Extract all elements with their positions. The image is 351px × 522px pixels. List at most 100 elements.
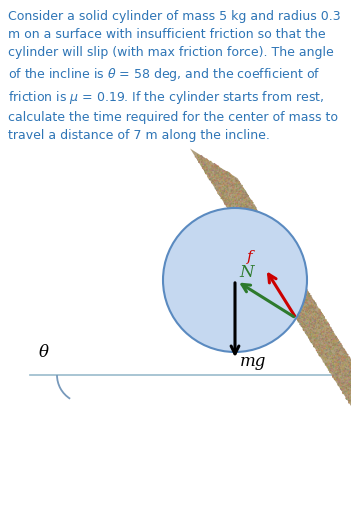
Point (319, 328, 324, 337)
Point (286, 298, 292, 306)
Point (341, 378, 347, 387)
Point (212, 163, 218, 171)
Point (307, 322, 312, 330)
Point (329, 328, 334, 337)
Point (336, 351, 342, 360)
Point (227, 186, 233, 194)
Point (241, 209, 247, 218)
Point (252, 241, 258, 250)
Point (225, 183, 230, 192)
Point (314, 341, 319, 350)
Point (205, 157, 211, 165)
Point (265, 266, 271, 275)
Point (202, 158, 208, 167)
Point (266, 226, 272, 234)
Point (238, 191, 244, 199)
Point (228, 172, 233, 180)
Point (200, 159, 206, 168)
Point (291, 269, 296, 278)
Point (337, 376, 343, 385)
Point (344, 382, 350, 390)
Point (245, 203, 251, 211)
Point (296, 280, 302, 288)
Point (236, 200, 241, 208)
Point (197, 155, 203, 163)
Point (241, 188, 247, 197)
Point (332, 334, 338, 342)
Point (333, 363, 339, 371)
Point (257, 241, 263, 250)
Point (300, 323, 306, 331)
Point (252, 227, 257, 235)
Point (260, 243, 266, 251)
Point (258, 213, 264, 221)
Point (241, 212, 247, 221)
Point (239, 198, 244, 206)
Point (261, 258, 267, 266)
Point (315, 316, 320, 325)
Point (224, 170, 229, 178)
Point (272, 254, 278, 262)
Point (284, 278, 289, 287)
Point (326, 328, 332, 337)
Point (322, 318, 328, 327)
Point (307, 336, 313, 344)
Point (280, 264, 285, 272)
Point (324, 346, 329, 354)
Point (275, 240, 281, 248)
Point (236, 188, 241, 196)
Point (333, 366, 339, 374)
Point (233, 190, 238, 198)
Point (224, 176, 229, 184)
Point (266, 239, 272, 247)
Point (295, 279, 300, 288)
Point (337, 370, 343, 378)
Point (340, 350, 346, 359)
Point (292, 287, 298, 295)
Point (314, 325, 320, 333)
Point (263, 256, 268, 264)
Point (248, 240, 253, 248)
Point (264, 241, 269, 249)
Point (251, 215, 257, 223)
Point (316, 325, 321, 333)
Point (253, 246, 259, 255)
Point (322, 342, 328, 351)
Point (321, 343, 327, 352)
Point (313, 343, 319, 351)
Point (229, 208, 234, 217)
Point (271, 263, 277, 271)
Point (310, 309, 316, 317)
Point (258, 242, 263, 250)
Point (329, 333, 335, 341)
Point (253, 245, 259, 254)
Point (323, 319, 329, 328)
Point (255, 208, 261, 217)
Point (282, 275, 288, 283)
Point (296, 278, 302, 286)
Point (343, 382, 348, 390)
Point (294, 309, 300, 317)
Point (313, 312, 319, 320)
Point (316, 322, 322, 330)
Point (258, 239, 264, 247)
Point (229, 199, 234, 208)
Point (319, 321, 324, 329)
Point (286, 297, 292, 305)
Point (332, 341, 338, 350)
Point (232, 195, 238, 203)
Point (218, 180, 224, 188)
Point (335, 349, 340, 358)
Point (301, 302, 306, 311)
Point (226, 171, 232, 180)
Point (338, 370, 344, 378)
Point (286, 275, 292, 283)
Point (248, 207, 253, 215)
Point (245, 216, 251, 224)
Point (245, 192, 250, 200)
Point (231, 203, 236, 211)
Point (252, 214, 258, 222)
Point (346, 382, 351, 390)
Point (243, 205, 248, 213)
Point (229, 173, 234, 181)
